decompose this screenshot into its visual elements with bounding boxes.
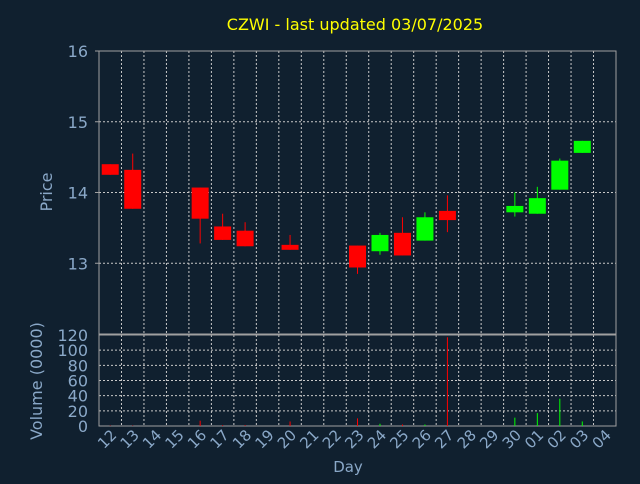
volume-tick-label: 40	[68, 387, 88, 406]
candle-body	[416, 217, 434, 241]
candle-body	[551, 160, 569, 190]
candle-body	[101, 164, 119, 175]
candle-body	[349, 245, 366, 268]
volume-tick-label: 100	[57, 341, 88, 360]
plot-frames	[98, 50, 617, 427]
candle-body	[214, 226, 232, 240]
x-tick-label: 04	[589, 426, 615, 452]
price-plot-frame	[98, 50, 617, 335]
candle-body	[371, 234, 389, 252]
volume-bars	[109, 337, 583, 426]
candle-body	[528, 198, 546, 214]
volume-tick-label: 20	[68, 402, 88, 421]
candle-body	[281, 244, 299, 250]
candle-body	[506, 205, 524, 213]
price-tick-label: 14	[68, 184, 88, 203]
grid-lines	[95, 50, 616, 426]
candle-body	[191, 187, 209, 219]
x-axis-label: Day	[333, 458, 363, 476]
candle-body	[438, 210, 456, 221]
candle-body	[573, 140, 591, 153]
price-axis-label: Price	[37, 172, 56, 211]
volume-tick-label: 120	[57, 326, 88, 345]
volume-tick-label: 80	[68, 356, 88, 375]
candle-body	[236, 230, 254, 247]
chart-title: CZWI - last updated 03/07/2025	[227, 15, 483, 34]
price-tick-label: 13	[68, 254, 88, 273]
candle-body	[124, 169, 142, 209]
price-tick-label: 15	[68, 113, 88, 132]
price-tick-label: 16	[68, 42, 88, 61]
volume-tick-label: 60	[68, 372, 88, 391]
volume-axis-label: Volume (0000)	[27, 322, 46, 440]
candle-body	[393, 232, 411, 256]
candlesticks	[101, 140, 591, 274]
volume-tick-label: 0	[78, 417, 88, 436]
